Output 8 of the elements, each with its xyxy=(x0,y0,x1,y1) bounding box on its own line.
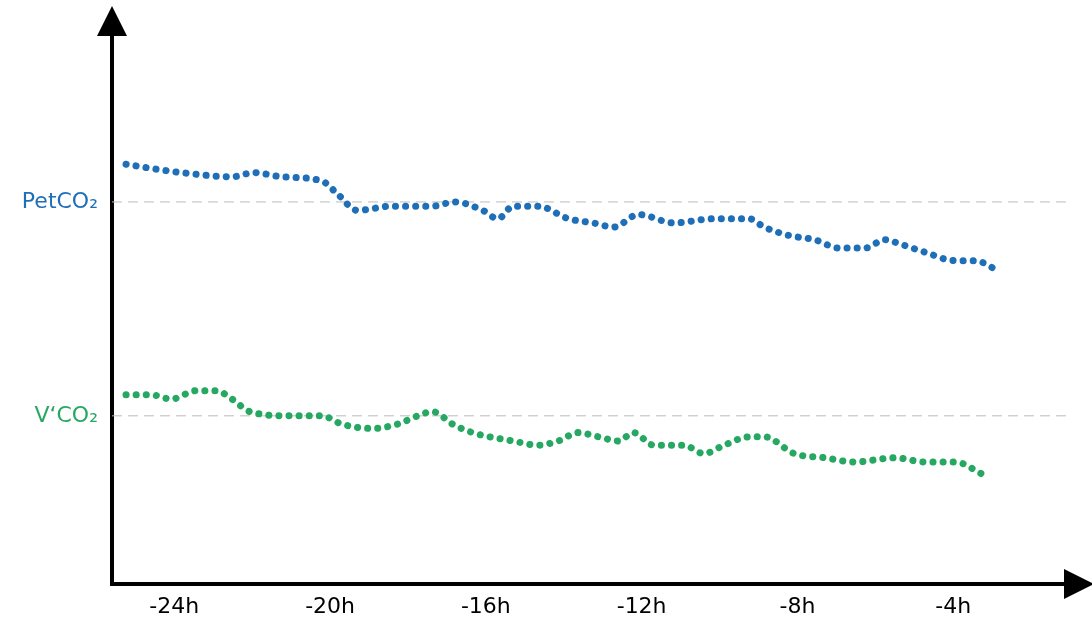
x-tick-label: -12h xyxy=(616,592,667,618)
x-tick-label: -16h xyxy=(460,592,511,618)
x-tick-label: -4h xyxy=(935,592,972,618)
x-tick-label: -20h xyxy=(305,592,356,618)
x-tick-label: -8h xyxy=(779,592,816,618)
ref-line-label: PetCO₂ xyxy=(21,187,98,213)
x-tick-label: -24h xyxy=(149,592,200,618)
ref-line-label: V‘CO₂ xyxy=(34,401,98,427)
